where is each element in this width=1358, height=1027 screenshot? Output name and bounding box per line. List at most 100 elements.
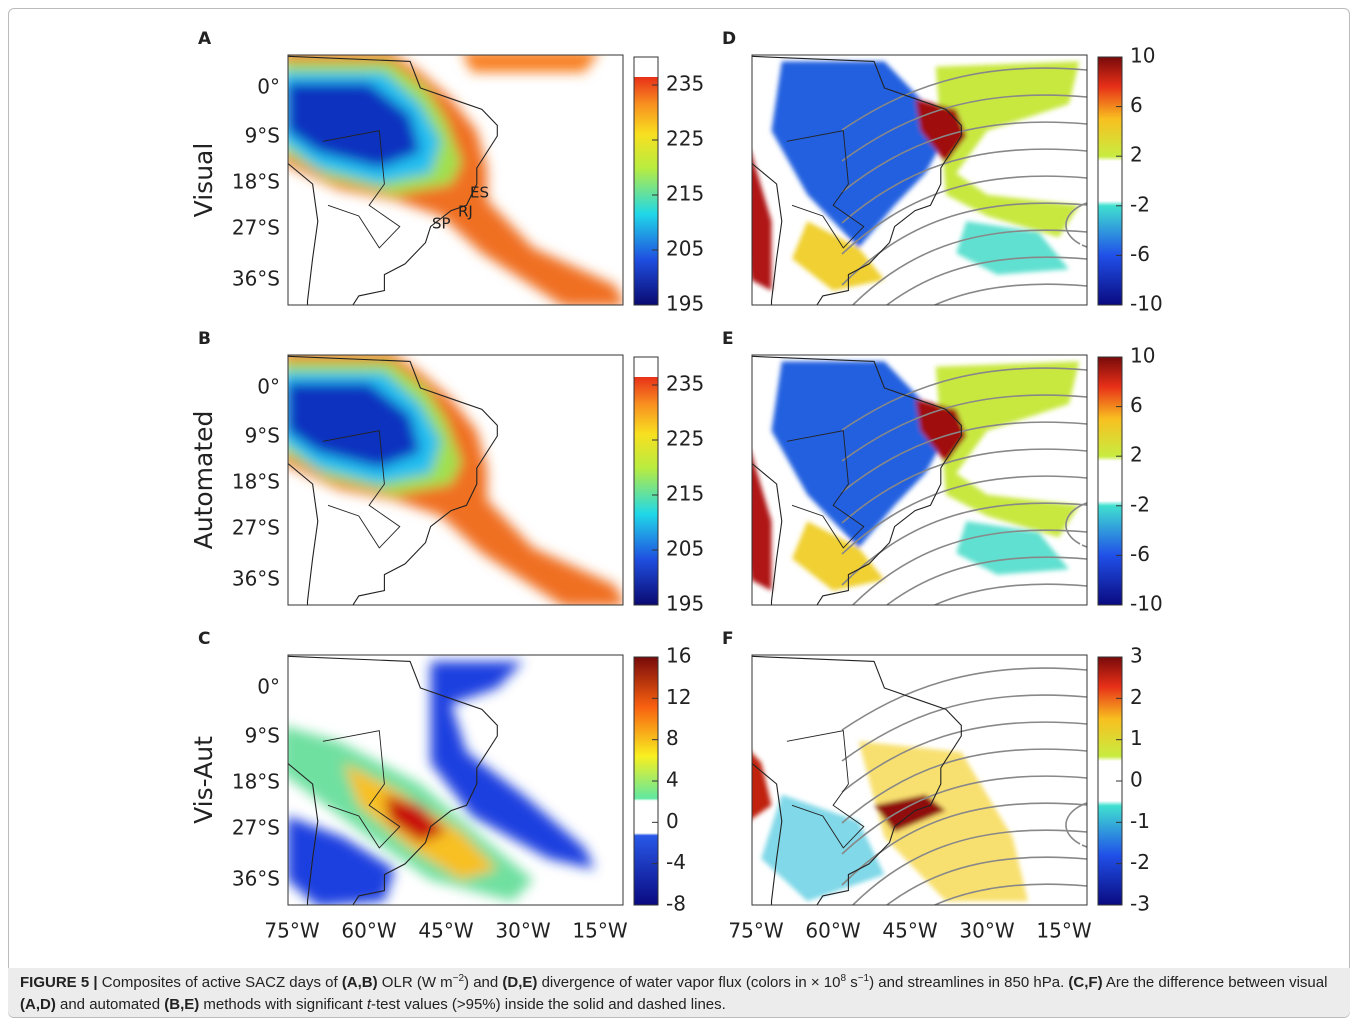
caption-text: −2 (452, 973, 465, 984)
caption-text: ) and streamlines in 850 hPa. (869, 974, 1069, 991)
map-inner (752, 355, 1087, 605)
row-label: Automated (189, 411, 218, 550)
colorbar-tick-label: 235 (666, 72, 704, 96)
colorbar-tick-label: 225 (666, 427, 704, 451)
colorbar-frame (633, 356, 659, 606)
field (771, 361, 946, 548)
map: 10 6 2 -2 -6 -10 (751, 344, 1163, 616)
map-inner (752, 55, 1087, 305)
figure: A 235 225 215 205 195 Visual 0° 9°S 18°S 27°S 36°S E… (189, 29, 1163, 943)
colorbar (1098, 57, 1122, 305)
streamline (841, 421, 1087, 493)
colorbar-tick-label: 2 (1130, 443, 1143, 467)
streamline (1065, 202, 1087, 248)
caption-text: 8 (840, 973, 847, 984)
caption-text: FIGURE 5 | (20, 974, 98, 991)
colorbar-tick-label: 3 (1130, 644, 1143, 668)
y-tick-label: 18°S (232, 770, 280, 794)
colorbar-tick-label: 205 (666, 537, 704, 561)
colorbar-top (634, 57, 658, 77)
y-tick-label: 27°S (232, 216, 280, 240)
streamline (841, 775, 1087, 855)
row-label: Visual (189, 143, 218, 218)
streamline (1065, 502, 1087, 548)
colorbar-tick-label: -6 (1130, 542, 1150, 566)
y-tick-label: 36°S (232, 867, 280, 891)
x-tick-label: 45°W (418, 919, 473, 943)
streamline (841, 667, 1087, 731)
colorbar-tick-label: 4 (666, 768, 679, 792)
panel-letter: A (198, 29, 212, 49)
map-frame (287, 354, 624, 606)
borders (322, 730, 401, 849)
map-inner (288, 55, 623, 305)
streamline (933, 583, 1087, 605)
caption-text: s (846, 974, 858, 991)
streamline (851, 829, 1087, 905)
x-tick-label: 75°W (264, 919, 319, 943)
x-tick-label: 75°W (728, 919, 783, 943)
caption-text: and automated (55, 996, 165, 1013)
colorbar-tick-label: 8 (666, 726, 679, 750)
caption-text: ) and (464, 974, 503, 991)
caption-text: -test values (>95%) inside the solid and… (371, 996, 726, 1013)
streamline (841, 67, 1087, 131)
streamline (885, 856, 1087, 905)
colorbar-tick-label: -1 (1130, 809, 1150, 833)
x-tick-label: 15°W (572, 919, 627, 943)
y-tick-label: 9°S (245, 124, 280, 148)
streamline (841, 175, 1087, 255)
colorbar-tick-label: 12 (666, 685, 691, 709)
colorbar (634, 377, 658, 605)
streamline (841, 202, 1087, 286)
colorbar-tick-label: 235 (666, 372, 704, 396)
colorbar-tick-label: 225 (666, 127, 704, 151)
y-tick-label: 9°S (245, 724, 280, 748)
coastline (752, 55, 962, 305)
colorbar-tick-label: 195 (666, 292, 704, 316)
y-tick-label: 27°S (232, 516, 280, 540)
streamline (841, 721, 1087, 793)
figure-frame (8, 8, 1350, 1018)
caption-text: (B,E) (164, 996, 200, 1013)
colorbar-frame (1097, 356, 1123, 606)
streamline (841, 367, 1087, 431)
streamline (933, 883, 1087, 905)
caption-text: methods with significant (199, 996, 367, 1013)
colorbar-tick-label: 1 (1130, 726, 1143, 750)
caption-text: −1 (857, 973, 870, 984)
caption-text: t (366, 996, 371, 1013)
colorbar (634, 77, 658, 305)
field (463, 55, 597, 73)
field (752, 155, 772, 291)
field (792, 221, 885, 291)
map-frame (751, 354, 1088, 606)
field (935, 61, 1080, 238)
caption-text: (C,F) (1068, 974, 1103, 991)
map: 235 225 215 205 195 (287, 354, 704, 616)
caption-text: (A,D) (20, 996, 56, 1013)
colorbar-tick-label: 6 (1130, 393, 1143, 417)
olr-field (288, 355, 623, 605)
colorbar-tick-label: 205 (666, 237, 704, 261)
map-inner (288, 355, 623, 605)
colorbar-tick-label: 16 (666, 644, 691, 668)
colorbar-tick-label: -10 (1130, 292, 1163, 316)
panel-letter: B (198, 329, 211, 349)
colorbar-tick-label: 215 (666, 482, 704, 506)
coastline (752, 355, 962, 605)
colorbar-tick-label: 10 (1130, 344, 1155, 368)
colorbar-tick-label: 6 (1130, 93, 1143, 117)
caption-text: divergence of water vapor flux (colors i… (537, 974, 841, 991)
coastline (288, 355, 498, 605)
colorbar-tick-label: 2 (1130, 143, 1143, 167)
panel-letter: D (722, 29, 736, 49)
map-frame (751, 654, 1088, 906)
x-tick-label: 60°W (805, 919, 860, 943)
x-tick-label: 30°W (959, 919, 1014, 943)
streamline (851, 229, 1087, 305)
colorbar-tick-label: -4 (666, 850, 686, 874)
caption: FIGURE 5 | Composites of active SACZ day… (8, 968, 1350, 1017)
colorbar-tick-label: 0 (666, 809, 679, 833)
